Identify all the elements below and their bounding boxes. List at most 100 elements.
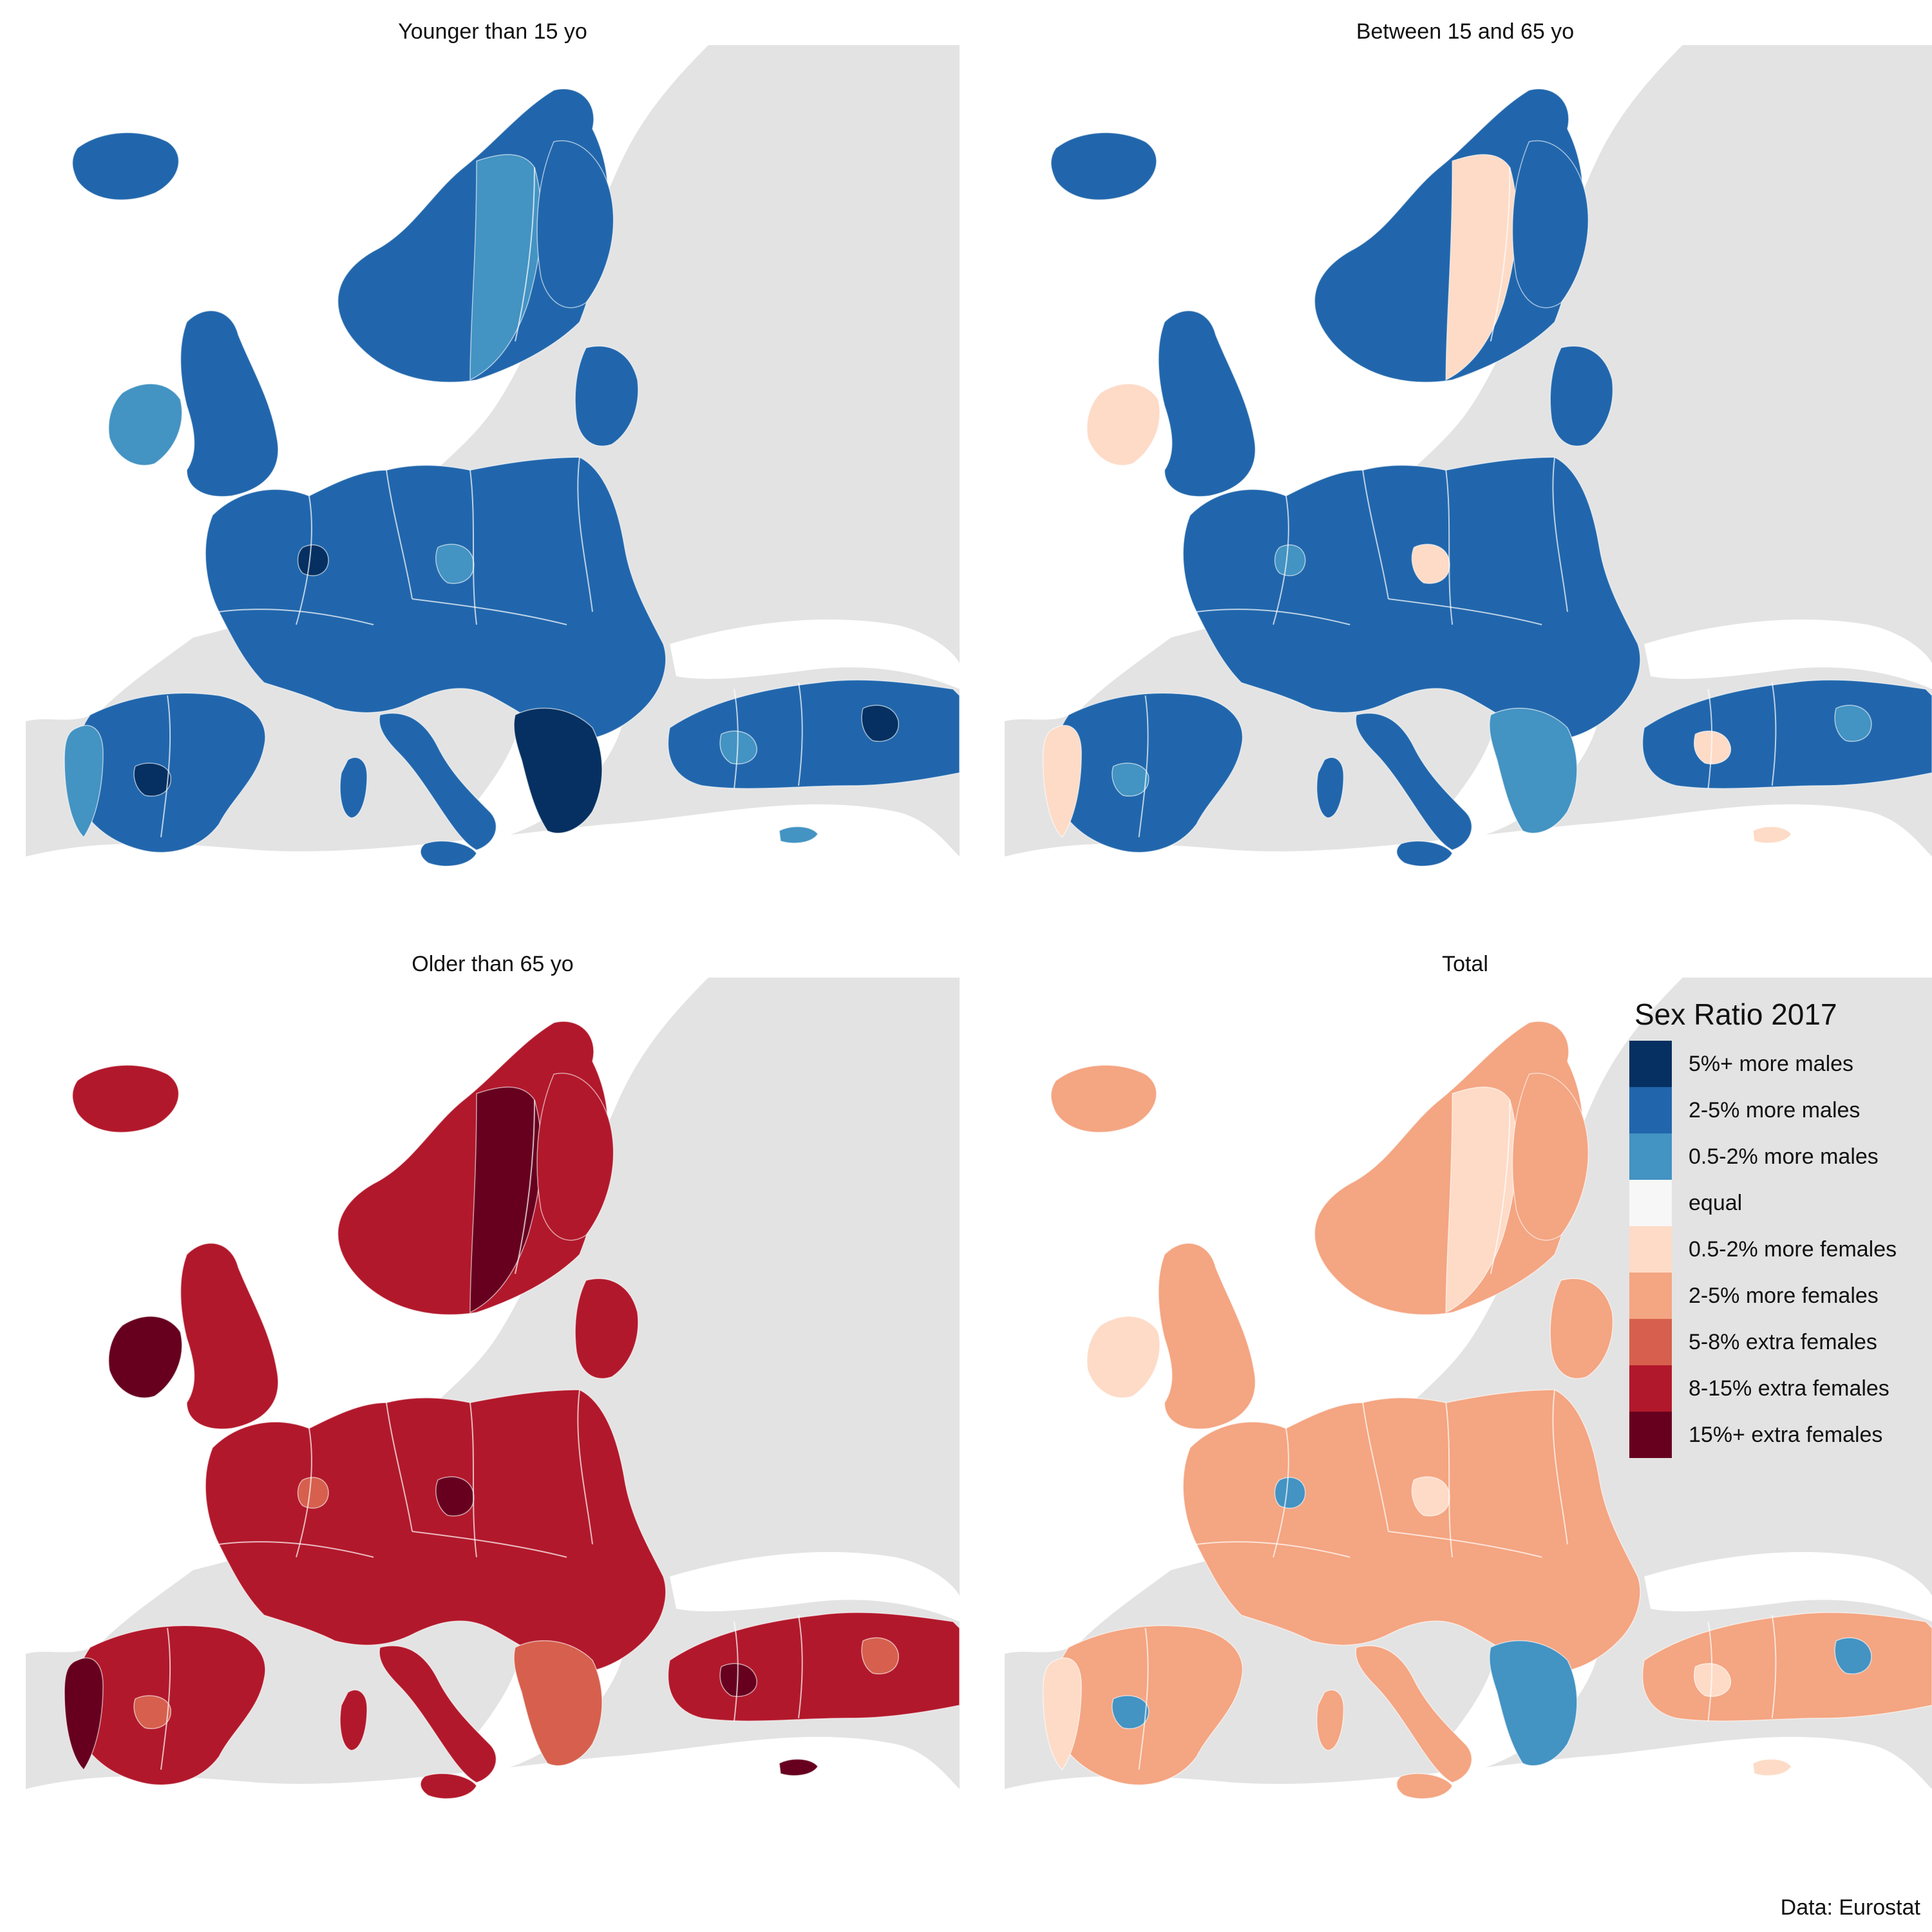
map-region (1489, 707, 1578, 834)
legend-item: 2-5% more females (1629, 1273, 1926, 1319)
region-border (386, 1402, 413, 1532)
choropleth-map (26, 45, 960, 940)
region-border (218, 1541, 374, 1558)
map-region (1411, 1476, 1450, 1517)
map-region (1445, 154, 1518, 381)
map-region (420, 1773, 477, 1799)
map-region (1182, 457, 1641, 741)
map-region (1511, 140, 1589, 308)
map-region (435, 1476, 475, 1517)
map-region (1752, 1758, 1792, 1776)
map-region (1489, 1640, 1578, 1766)
region-border (469, 469, 477, 625)
legend-swatch (1629, 1180, 1672, 1226)
region-border (1707, 688, 1713, 790)
map-region (1642, 679, 1932, 790)
map-region (1182, 1389, 1641, 1674)
map-region (1316, 757, 1345, 819)
map-region (1086, 1316, 1160, 1399)
map-region (71, 1065, 180, 1133)
map-region (719, 1663, 757, 1697)
legend-label: 2-5% more females (1689, 1283, 1879, 1308)
map-region (435, 544, 475, 584)
legend-item: 15%+ extra females (1629, 1412, 1926, 1458)
sea-area (26, 1737, 960, 1873)
map-region (64, 724, 104, 838)
map-region (1050, 132, 1157, 201)
region-border (1273, 1428, 1289, 1558)
map-region (1693, 730, 1731, 764)
map-region (513, 707, 603, 834)
region-border (1388, 1531, 1542, 1558)
legend-label: 5%+ more males (1689, 1051, 1854, 1076)
map-region (1834, 705, 1872, 742)
legend-swatch (1629, 1273, 1672, 1319)
region-border (386, 469, 413, 600)
legend: Sex Ratio 2017 5%+ more males 2-5% more m… (1629, 997, 1926, 1458)
map-panel-15-65 (1005, 45, 1932, 940)
map-panel-under-15 (26, 45, 960, 940)
region-border (218, 609, 374, 625)
map-region (1549, 345, 1614, 447)
panel-title-15-65: Between 15 and 65 yo (1356, 19, 1575, 44)
map-region (536, 140, 614, 308)
region-border (577, 1389, 593, 1545)
region-border (1362, 469, 1389, 600)
choropleth-map (1005, 45, 1932, 940)
map-region (719, 730, 757, 764)
map-region (1511, 1072, 1589, 1241)
map-region (64, 1657, 104, 1771)
region-border (734, 1621, 739, 1722)
map-region (574, 1278, 639, 1379)
map-region (1112, 1695, 1150, 1729)
map-region (339, 1689, 368, 1751)
map-region (1834, 1637, 1872, 1674)
region-border (412, 1531, 567, 1558)
region-border (1138, 695, 1149, 838)
map-region (1158, 1242, 1256, 1430)
region-border (160, 695, 171, 838)
map-region (337, 1021, 609, 1316)
map-region (513, 1640, 603, 1766)
map-region (108, 383, 183, 466)
map-panel-over-65 (26, 978, 960, 1873)
region-border (1771, 682, 1777, 786)
map-region (1158, 310, 1256, 497)
region-border (577, 457, 593, 612)
map-region (379, 1645, 497, 1783)
map-region (1445, 1086, 1518, 1314)
legend-label: 2-5% more males (1689, 1097, 1861, 1122)
map-region (779, 826, 819, 844)
map-region (1396, 1773, 1454, 1799)
map-region (667, 1612, 960, 1722)
legend-swatch (1629, 1365, 1672, 1412)
map-region (1642, 1612, 1932, 1722)
sea-area (1005, 804, 1932, 940)
legend-swatch (1629, 1133, 1672, 1180)
map-region (1042, 1657, 1082, 1771)
map-region (469, 1086, 542, 1314)
map-region (1112, 762, 1150, 797)
legend-swatch (1629, 1226, 1672, 1273)
map-region (469, 154, 542, 381)
map-region (1274, 544, 1306, 576)
legend-swatch (1629, 1041, 1672, 1087)
panel-title-under-15: Younger than 15 yo (398, 19, 587, 44)
map-region (861, 705, 899, 742)
region-border (1196, 609, 1350, 625)
map-region (536, 1072, 614, 1241)
map-region (108, 1316, 183, 1399)
map-region (180, 1242, 279, 1430)
region-border (1273, 495, 1289, 625)
map-region (1050, 1065, 1157, 1133)
region-border (296, 495, 312, 625)
data-source-caption: Data: Eurostat (1780, 1895, 1920, 1920)
map-region (1693, 1663, 1731, 1697)
region-border (1490, 1099, 1511, 1274)
map-region (1314, 88, 1584, 383)
sea-area (26, 804, 960, 940)
map-region (133, 1695, 171, 1729)
region-border (1771, 1615, 1777, 1719)
map-region (339, 757, 368, 819)
sea-area (1644, 619, 1932, 689)
